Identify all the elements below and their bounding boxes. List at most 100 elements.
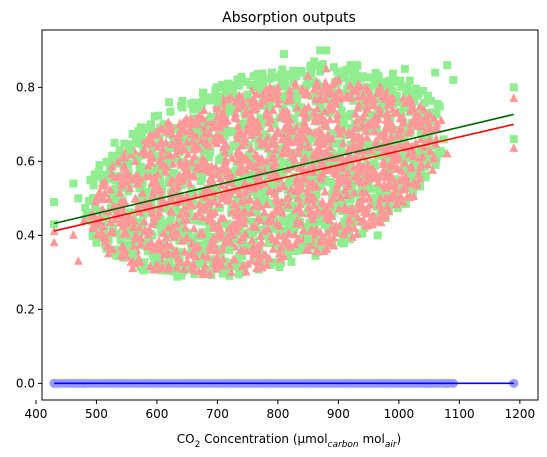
cloud-marker <box>304 178 314 188</box>
cloud-marker <box>234 81 243 90</box>
cloud-marker <box>223 219 232 228</box>
cloud-marker <box>353 198 363 207</box>
x-tick-label: 500 <box>85 407 108 421</box>
cloud-marker <box>245 155 254 164</box>
cloud-marker <box>371 68 380 77</box>
cloud-marker <box>381 172 391 181</box>
cloud-marker <box>331 151 340 160</box>
cloud-marker <box>125 223 134 232</box>
cloud-marker <box>348 168 357 177</box>
cloud-marker <box>322 89 332 98</box>
cloud-marker <box>254 121 264 131</box>
cloud-marker <box>125 183 135 193</box>
cloud-marker <box>260 249 270 259</box>
plot-frame <box>41 29 539 401</box>
series-1 <box>50 46 518 262</box>
cloud-marker <box>130 156 140 165</box>
cloud-marker <box>205 269 215 278</box>
cloud-marker <box>432 118 442 128</box>
cloud-marker <box>115 197 125 207</box>
cloud-marker <box>294 107 303 116</box>
data-point <box>346 61 355 70</box>
cloud-marker <box>95 188 105 197</box>
cloud-marker <box>246 161 256 170</box>
cloud-marker <box>194 110 204 120</box>
cloud-marker <box>323 177 332 186</box>
cloud-marker <box>226 92 236 101</box>
cloud-marker <box>227 153 237 162</box>
ticks: 400 500 600 700 800 900 1000 1100 1200 0.0 0.2 0.4 0… <box>16 80 535 421</box>
cloud-marker <box>253 116 263 126</box>
cloud-marker <box>234 189 244 199</box>
cloud-marker <box>381 168 391 177</box>
cloud-marker <box>394 97 403 106</box>
x-tick-label: 800 <box>266 407 289 421</box>
cloud-marker <box>399 158 409 167</box>
cloud-marker <box>331 130 339 139</box>
cloud-marker <box>323 234 332 243</box>
data-point <box>285 86 295 95</box>
cloud-marker <box>206 147 215 156</box>
cloud-marker <box>309 107 319 117</box>
cloud-marker <box>197 260 206 269</box>
data-point <box>50 198 59 207</box>
cloud-marker <box>93 217 103 227</box>
data-point <box>382 193 392 202</box>
cloud-marker <box>391 184 401 193</box>
cloud-marker <box>343 65 352 74</box>
cloud-marker <box>171 155 180 164</box>
data-point <box>509 135 518 144</box>
cloud-marker <box>193 161 203 170</box>
cloud-marker <box>191 141 201 150</box>
data-point <box>249 248 259 258</box>
cloud-marker <box>279 82 288 91</box>
cloud-marker <box>183 265 192 274</box>
cloud-marker <box>331 139 340 148</box>
cloud-marker <box>340 176 350 185</box>
cloud-marker <box>200 93 209 102</box>
x-tick-label: 900 <box>327 407 350 421</box>
cloud-marker <box>248 103 258 113</box>
x-tick-label: 700 <box>206 407 229 421</box>
cloud-marker <box>91 203 100 212</box>
cloud-marker <box>369 113 379 123</box>
cloud-marker <box>223 188 233 197</box>
cloud-marker <box>117 249 127 259</box>
cloud-marker <box>284 251 293 260</box>
cloud-marker <box>257 153 267 163</box>
cloud-marker <box>181 156 191 165</box>
cloud-marker <box>165 195 175 205</box>
data-point <box>345 215 355 225</box>
cloud-marker <box>240 109 250 118</box>
cloud-marker <box>240 137 250 146</box>
data-point <box>273 82 283 91</box>
cloud-marker <box>265 170 275 180</box>
cloud-marker <box>132 134 141 143</box>
cloud-marker <box>285 134 295 144</box>
data-point <box>146 120 155 129</box>
cloud-marker <box>426 96 435 105</box>
cloud-marker <box>340 226 350 236</box>
cloud-marker <box>255 231 265 240</box>
cloud-marker <box>197 244 206 253</box>
cloud-marker <box>353 159 363 169</box>
cloud-marker <box>353 175 363 185</box>
cloud-marker <box>215 203 224 212</box>
data-point <box>146 152 156 162</box>
cloud-marker <box>198 265 208 274</box>
cloud-marker <box>346 124 355 133</box>
cloud-marker <box>292 186 302 195</box>
cloud-marker <box>266 93 276 102</box>
cloud-marker <box>311 225 321 234</box>
cloud-marker <box>126 140 135 149</box>
data-point <box>412 178 422 188</box>
data-point <box>91 193 101 202</box>
cloud-marker <box>351 78 360 87</box>
cloud-marker <box>283 200 293 209</box>
cloud-marker <box>284 70 293 79</box>
cloud-marker <box>374 73 383 82</box>
cloud-marker <box>241 77 250 86</box>
cloud-marker <box>233 217 243 226</box>
axes <box>41 29 539 401</box>
data-point <box>352 86 362 95</box>
